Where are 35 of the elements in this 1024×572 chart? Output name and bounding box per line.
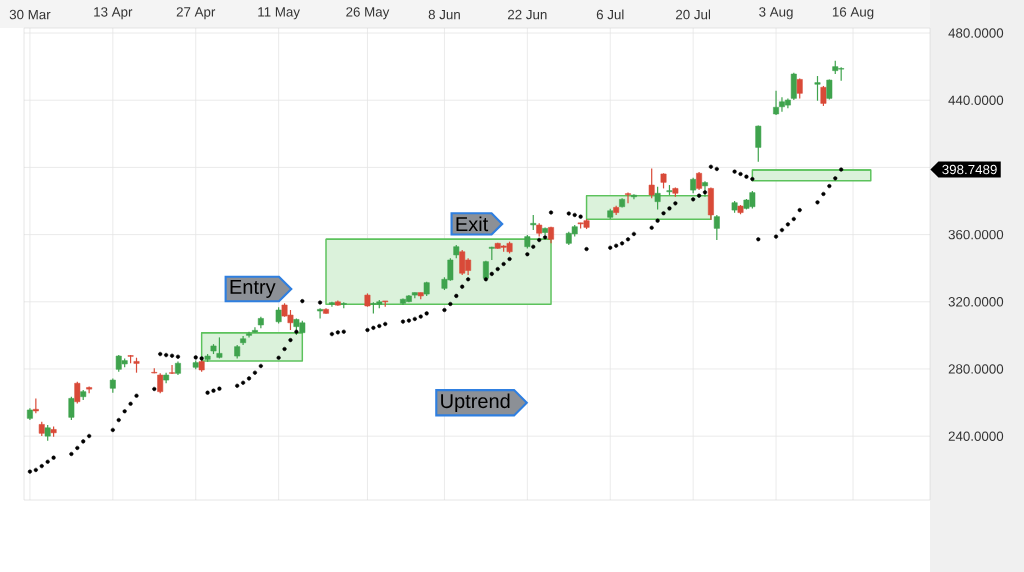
- y-tick-label: 360.0000: [948, 229, 1004, 240]
- y-tick-label: 480.0000: [948, 28, 1004, 38]
- x-tick-label: 26 May: [346, 7, 390, 20]
- x-tick-label: 27 Apr: [176, 7, 216, 20]
- candlestick: [625, 192, 631, 204]
- candlestick: [68, 396, 75, 421]
- candlestick: [654, 186, 661, 211]
- y-tick-label: 280.0000: [948, 364, 1004, 374]
- annotation: Entry: [230, 280, 276, 298]
- x-tick-label: 3 Aug: [759, 7, 793, 20]
- candlestick: [713, 214, 720, 241]
- y-tick-label: 320.0000: [948, 297, 1004, 307]
- candlestick: [773, 90, 779, 116]
- text: 398.7489: [942, 164, 997, 175]
- x-tick-label: 20 Jul: [676, 9, 711, 20]
- x-tick-label: 8 Jun: [428, 9, 460, 20]
- annotation: Uptrend: [441, 393, 510, 413]
- candlestick: [74, 381, 81, 405]
- candlestick: [169, 364, 175, 375]
- annotation: Exit: [456, 216, 489, 232]
- candlestick: [755, 124, 762, 163]
- y-tick-label: 440.0000: [948, 95, 1004, 105]
- candlestick: [814, 75, 821, 102]
- candlestick: [648, 167, 655, 199]
- x-tick-label: 16 Aug: [832, 7, 874, 20]
- x-tick-label: 30 Mar: [9, 9, 51, 20]
- y-tick-label: 240.0000: [948, 431, 1004, 441]
- candlestick: [317, 307, 324, 320]
- candlestick: [820, 85, 827, 107]
- x-tick-label: 6 Jul: [596, 9, 624, 20]
- candlestick: [796, 77, 803, 99]
- candlestick: [252, 326, 258, 334]
- x-tick-label: 13 Apr: [94, 7, 133, 20]
- x-tick-label: 22 Jun: [507, 9, 547, 20]
- x-tick-label: 11 May: [258, 7, 300, 20]
